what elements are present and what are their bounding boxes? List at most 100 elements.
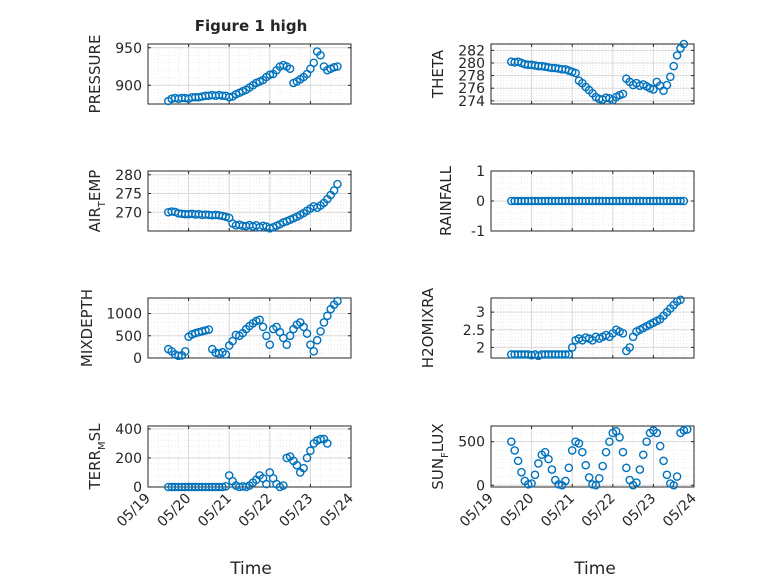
data-point [265,340,275,349]
data-point [676,295,685,305]
data-point [224,92,234,102]
data-point [564,463,574,473]
data-point [333,296,342,306]
x-tick-label: 05/20 [155,491,195,531]
data-point [506,437,516,446]
data-point [669,480,679,490]
data-point [316,434,325,444]
data-point [333,179,342,189]
data-point [333,62,342,71]
data-point [262,479,271,489]
data-point [201,326,210,335]
data-point [218,482,227,492]
data-point [302,329,312,338]
data-point [676,196,685,206]
series-rainfall [506,196,689,206]
minor-grid [491,426,694,487]
data-point [672,51,682,60]
data-point [567,343,577,352]
y-tick-label: 0 [133,351,142,367]
data-point [527,479,536,488]
data-point [662,470,672,480]
data-point [635,465,645,474]
y-axis-label: THETA [429,49,447,99]
data-point [598,461,607,471]
data-point [625,343,635,352]
x-tick-label: 05/22 [579,491,619,531]
data-point [255,315,264,325]
series-terr-msl [163,434,332,492]
series-sun-flux [506,425,692,490]
y-tick-label: 1 [476,164,485,180]
x-tick-label: 05/19 [114,491,154,531]
data-point [306,446,315,455]
y-tick-label: 400 [115,422,142,438]
data-point [642,437,651,446]
data-point [682,425,692,434]
y-tick-label: 275 [115,187,142,203]
data-point [571,68,580,78]
data-point [584,473,594,482]
y-tick-label: 278 [458,69,485,85]
data-point [638,450,648,460]
x-tick-label: 05/21 [195,491,235,531]
data-point [679,39,689,49]
data-point [618,89,628,99]
y-tick-label: 282 [458,43,485,59]
data-point [578,447,587,457]
data-point [265,70,275,80]
data-point [204,325,214,334]
y-tick-label: 280 [115,168,142,184]
data-point [666,72,675,82]
data-point [652,428,662,438]
y-tick-label: 0 [476,194,485,210]
data-point [594,473,604,483]
data-point [323,311,332,321]
x-tick-label: 05/23 [276,491,316,531]
data-point [581,460,591,470]
x-tick-label: 05/24 [317,490,357,530]
subplot-air-temp: 270 275 280 AIRTEMP [86,168,352,233]
series-mixdepth [163,296,342,361]
data-point [299,322,308,332]
subplot-h2omixra: 22.5 3 H2OMIXRA [419,287,695,368]
subplot-terr-msl: 0 200 400 05/19 05/20 05/21 05/22 05/23 05/24 TER… [86,422,357,530]
axes-box [147,43,352,105]
y-axis-label: AIRTEMP [86,170,108,233]
y-axis-label: TERRMSL [86,423,108,491]
data-point [510,446,519,455]
data-point [513,456,523,466]
data-point [316,327,325,336]
data-point [588,480,597,489]
data-point [523,480,533,489]
data-point [534,459,543,468]
x-tick-label: 05/19 [457,491,497,531]
figure-title: Figure 1 high [195,17,308,35]
y-tick-label: 280 [458,56,485,72]
data-point [655,441,665,451]
data-point [632,478,641,487]
series-theta [506,39,689,105]
data-point [279,481,288,490]
subplot-pressure: 900 950 PRESSURE [86,35,352,113]
data-point [564,350,574,359]
data-point [567,446,577,455]
data-point [662,80,672,90]
series-h2omixra [506,295,685,361]
subplot-rainfall: -1 0 1 RAINFALL [437,164,695,240]
y-tick-label: 950 [115,41,142,57]
y-axis-label: SUNFLUX [429,423,451,489]
y-tick-label: 2.5 [463,323,485,339]
y-tick-label: 0 [476,478,485,494]
data-point [615,433,624,442]
data-point [329,186,339,195]
data-point [282,340,292,349]
x-tick-label: 05/20 [498,491,538,531]
data-point [659,456,668,466]
y-tick-label: 500 [458,435,485,451]
axes-box [490,43,695,105]
y-axis-label: RAINFALL [437,165,455,236]
data-point [302,453,312,463]
data-point [323,439,332,448]
y-axis-label: H2OMIXRA [419,287,437,368]
